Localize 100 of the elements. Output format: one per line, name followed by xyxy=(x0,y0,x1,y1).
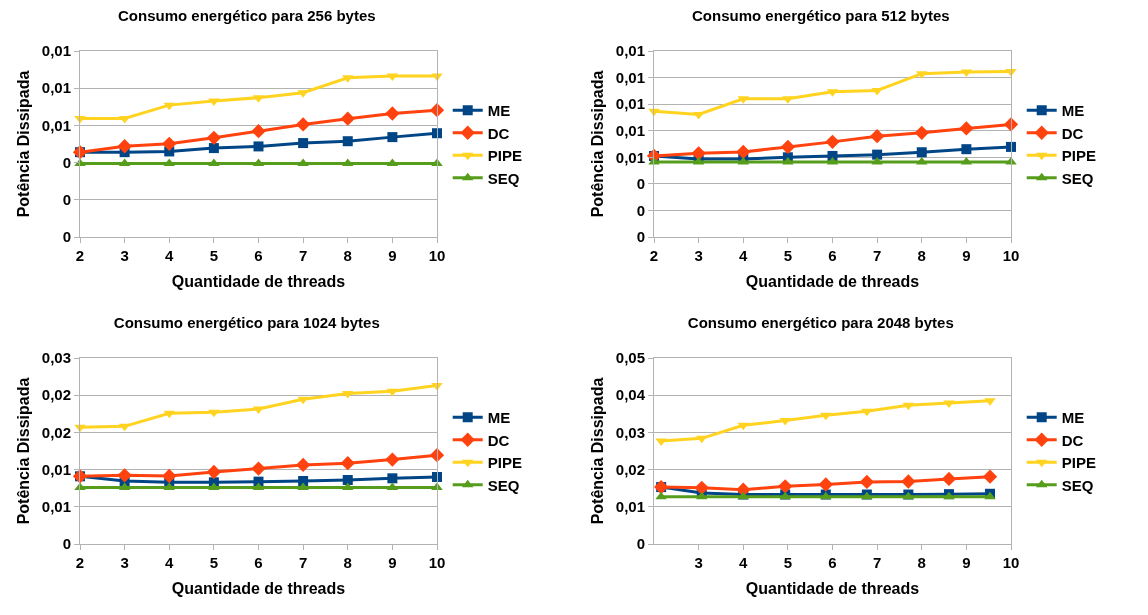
point xyxy=(916,147,927,158)
x-axis-title: Quantidade de threads xyxy=(171,272,346,290)
x-tick-label: 8 xyxy=(343,554,352,571)
x-tick-label: 9 xyxy=(962,554,971,571)
point xyxy=(780,139,796,155)
legend-label: ME xyxy=(1061,102,1085,120)
y-tick-label: 0,01 xyxy=(615,42,645,60)
y-tick-label: 0,02 xyxy=(41,386,71,404)
point xyxy=(162,468,177,484)
legend-label: DC xyxy=(487,124,510,142)
x-tick-label: 10 xyxy=(1002,247,1020,264)
point xyxy=(825,134,840,150)
point xyxy=(342,475,353,486)
legend-label: DC xyxy=(487,431,510,449)
x-tick-label: 4 xyxy=(165,554,175,571)
y-axis-title: Potência Dissipada xyxy=(588,70,606,218)
x-tick-label: 3 xyxy=(694,554,703,571)
x-tick-label: 3 xyxy=(694,247,703,264)
x-tick-label: 3 xyxy=(120,247,129,264)
point xyxy=(982,469,998,484)
point xyxy=(297,158,309,167)
x-tick-label: 7 xyxy=(298,554,308,571)
y-tick-label: 0,01 xyxy=(41,460,71,478)
point xyxy=(959,121,974,136)
y-tick-label: 0,02 xyxy=(615,460,645,478)
y-tick-label: 0,01 xyxy=(615,95,645,113)
y-tick-label: 0,01 xyxy=(615,121,645,139)
legend-label: ME xyxy=(1061,409,1085,427)
point xyxy=(778,479,793,494)
x-tick-label: 4 xyxy=(165,247,175,264)
legend-label: SEQ xyxy=(487,476,520,494)
point xyxy=(208,409,220,418)
y-tick-label: 0,01 xyxy=(41,79,71,97)
point xyxy=(251,124,266,139)
point xyxy=(251,461,266,476)
x-tick-label: 3 xyxy=(120,554,129,571)
y-tick-label: 0,01 xyxy=(615,148,645,166)
x-tick-label: 6 xyxy=(254,247,263,264)
legend-label: DC xyxy=(1061,431,1084,449)
y-tick-label: 0,01 xyxy=(41,498,71,516)
point xyxy=(295,117,311,132)
point xyxy=(941,471,957,487)
point xyxy=(901,474,916,489)
point xyxy=(736,144,751,160)
y-tick-label: 0,05 xyxy=(615,349,645,367)
x-tick-label: 9 xyxy=(388,554,397,571)
x-tick-label: 8 xyxy=(343,247,352,264)
x-tick-label: 6 xyxy=(828,247,837,264)
y-tick-label: 0 xyxy=(636,175,645,193)
legend-label: DC xyxy=(1061,124,1084,142)
point xyxy=(253,141,264,152)
x-tick-label: 2 xyxy=(75,554,85,571)
point xyxy=(694,480,709,495)
point xyxy=(385,106,400,121)
y-tick-label: 0,02 xyxy=(41,423,71,441)
point xyxy=(871,87,883,96)
point xyxy=(429,103,445,118)
point xyxy=(387,473,398,484)
point xyxy=(820,412,832,421)
x-tick-label: 9 xyxy=(388,247,397,264)
x-tick-label: 6 xyxy=(828,554,837,571)
x-axis-title: Quantidade de threads xyxy=(745,272,920,290)
point xyxy=(117,139,132,154)
point xyxy=(872,149,883,160)
legend-label: ME xyxy=(487,409,511,427)
point xyxy=(297,396,309,405)
point xyxy=(342,136,353,147)
x-tick-label: 6 xyxy=(254,554,263,571)
point xyxy=(206,464,222,480)
y-axis-title: Potência Dissipada xyxy=(14,70,32,218)
point xyxy=(340,456,355,471)
x-axis-title: Quantidade de threads xyxy=(171,579,346,597)
point xyxy=(914,125,929,140)
x-tick-label: 10 xyxy=(1002,554,1020,571)
x-tick-label: 2 xyxy=(75,247,85,264)
x-tick-label: 7 xyxy=(872,247,882,264)
y-axis-title: Potência Dissipada xyxy=(588,377,606,525)
y-tick-label: 0,01 xyxy=(615,498,645,516)
y-tick-label: 0,01 xyxy=(41,42,71,60)
x-tick-label: 2 xyxy=(649,247,659,264)
y-tick-label: 0 xyxy=(62,191,71,209)
point xyxy=(432,128,442,139)
point xyxy=(432,471,442,482)
chart-title: Consumo energético para 512 bytes xyxy=(692,7,950,25)
x-tick-label: 10 xyxy=(428,554,446,571)
x-tick-label: 7 xyxy=(872,554,882,571)
point xyxy=(208,158,220,167)
y-tick-label: 0,03 xyxy=(41,349,71,367)
legend-label: SEQ xyxy=(1061,169,1094,187)
legend-label: PIPE xyxy=(1061,454,1096,472)
point xyxy=(869,129,885,144)
y-tick-label: 0 xyxy=(636,535,645,553)
point xyxy=(117,468,132,483)
y-axis-title: Potência Dissipada xyxy=(14,377,32,525)
legend-label: PIPE xyxy=(487,147,522,165)
x-tick-label: 5 xyxy=(783,554,793,571)
point xyxy=(208,143,219,154)
y-tick-label: 0,01 xyxy=(615,68,645,86)
y-tick-label: 0,03 xyxy=(615,423,645,441)
x-tick-label: 9 xyxy=(962,247,971,264)
